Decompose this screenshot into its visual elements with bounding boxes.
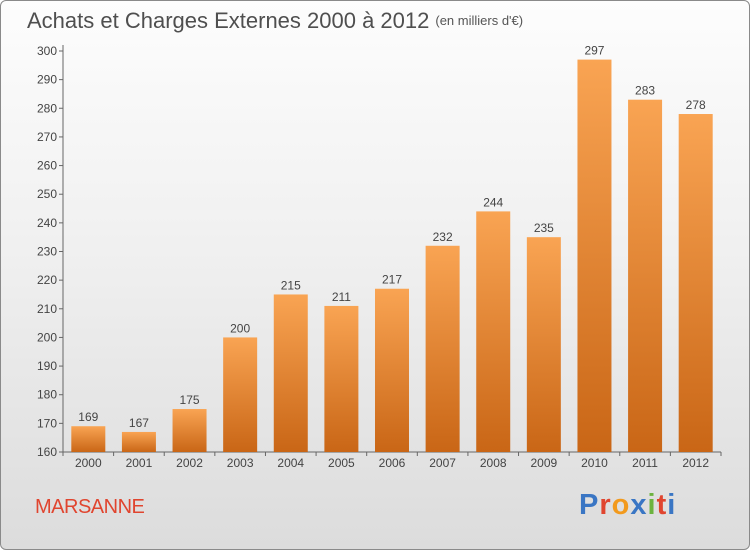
x-tick-label-2007: 2007	[429, 456, 456, 470]
bar-2007	[425, 245, 460, 452]
y-tick-label: 270	[37, 130, 57, 144]
y-tick-label: 280	[37, 101, 57, 115]
y-tick-label: 160	[37, 445, 57, 459]
value-label-2009: 235	[534, 221, 554, 235]
y-tick-label: 250	[37, 187, 57, 201]
bar-2003	[223, 337, 258, 452]
bar-2000	[71, 426, 106, 452]
value-label-2002: 175	[180, 393, 200, 407]
logo-letter: i	[647, 489, 657, 521]
bar-2011	[628, 99, 663, 452]
bar-2004	[273, 294, 308, 452]
logo-letter: t	[656, 489, 668, 521]
value-label-2007: 232	[433, 230, 453, 244]
commune-name: MARSANNE	[35, 496, 145, 518]
logo-letter: i	[667, 489, 677, 521]
y-tick-label: 180	[37, 388, 57, 402]
labels: 169 2000 167 2001 175 2002 200 2003 215 2004 211 20…	[75, 44, 709, 470]
bar-2001	[121, 431, 156, 452]
value-label-2006: 217	[382, 273, 402, 287]
bar-2012	[678, 114, 713, 452]
value-label-2001: 167	[129, 416, 149, 430]
y-tick-label: 300	[37, 44, 57, 58]
value-label-2010: 297	[584, 44, 604, 58]
y-tick-label: 230	[37, 245, 57, 259]
x-tick-label-2005: 2005	[328, 456, 355, 470]
value-label-2008: 244	[483, 195, 503, 209]
axes: 160 170 180 190 200 210 220 230 240 250 260 270 280 2…	[37, 44, 722, 459]
bar-2002	[172, 409, 207, 452]
x-tick-label-2008: 2008	[480, 456, 507, 470]
bar-2009	[526, 237, 561, 452]
chart-title: Achats et Charges Externes 2000 à 2012 (e…	[27, 8, 523, 34]
y-tick-label: 220	[37, 273, 57, 287]
bar-2010	[577, 59, 612, 452]
y-tick-label: 260	[37, 159, 57, 173]
logo-letter: x	[630, 489, 648, 521]
x-tick-label-2002: 2002	[176, 456, 203, 470]
x-tick-label-2000: 2000	[75, 456, 102, 470]
value-label-2004: 215	[281, 278, 301, 292]
bar-2006	[375, 288, 409, 452]
x-tick-label-2006: 2006	[379, 456, 406, 470]
x-tick-label-2003: 2003	[227, 456, 254, 470]
x-tick-label-2010: 2010	[581, 456, 608, 470]
logo-letter: r	[599, 489, 612, 521]
x-tick-label-2001: 2001	[126, 456, 153, 470]
x-tick-label-2011: 2011	[632, 456, 658, 470]
x-tick-label-2009: 2009	[530, 456, 557, 470]
y-tick-label: 190	[37, 359, 57, 373]
y-tick-label: 170	[37, 416, 57, 430]
x-tick-label-2012: 2012	[682, 456, 709, 470]
value-label-2012: 278	[686, 98, 706, 112]
chart-unit: (en milliers d'€)	[435, 13, 524, 28]
value-label-2000: 169	[78, 410, 98, 424]
bar-2005	[324, 305, 359, 452]
value-label-2005: 211	[332, 290, 351, 304]
logo-letter: P	[579, 489, 600, 521]
proxiti-logo[interactable]: Proxiti	[579, 489, 676, 522]
y-tick-label: 240	[37, 216, 57, 230]
bar-2008	[476, 211, 511, 452]
y-tick-label: 210	[37, 302, 57, 316]
value-label-2003: 200	[230, 321, 250, 335]
bars	[71, 59, 713, 452]
x-tick-label-2004: 2004	[277, 456, 304, 470]
logo-letter: o	[611, 489, 631, 521]
y-tick-label: 200	[37, 330, 57, 344]
chart-title-text: Achats et Charges Externes 2000 à 2012	[27, 8, 430, 33]
value-label-2011: 283	[635, 84, 655, 98]
y-tick-label: 290	[37, 73, 57, 87]
